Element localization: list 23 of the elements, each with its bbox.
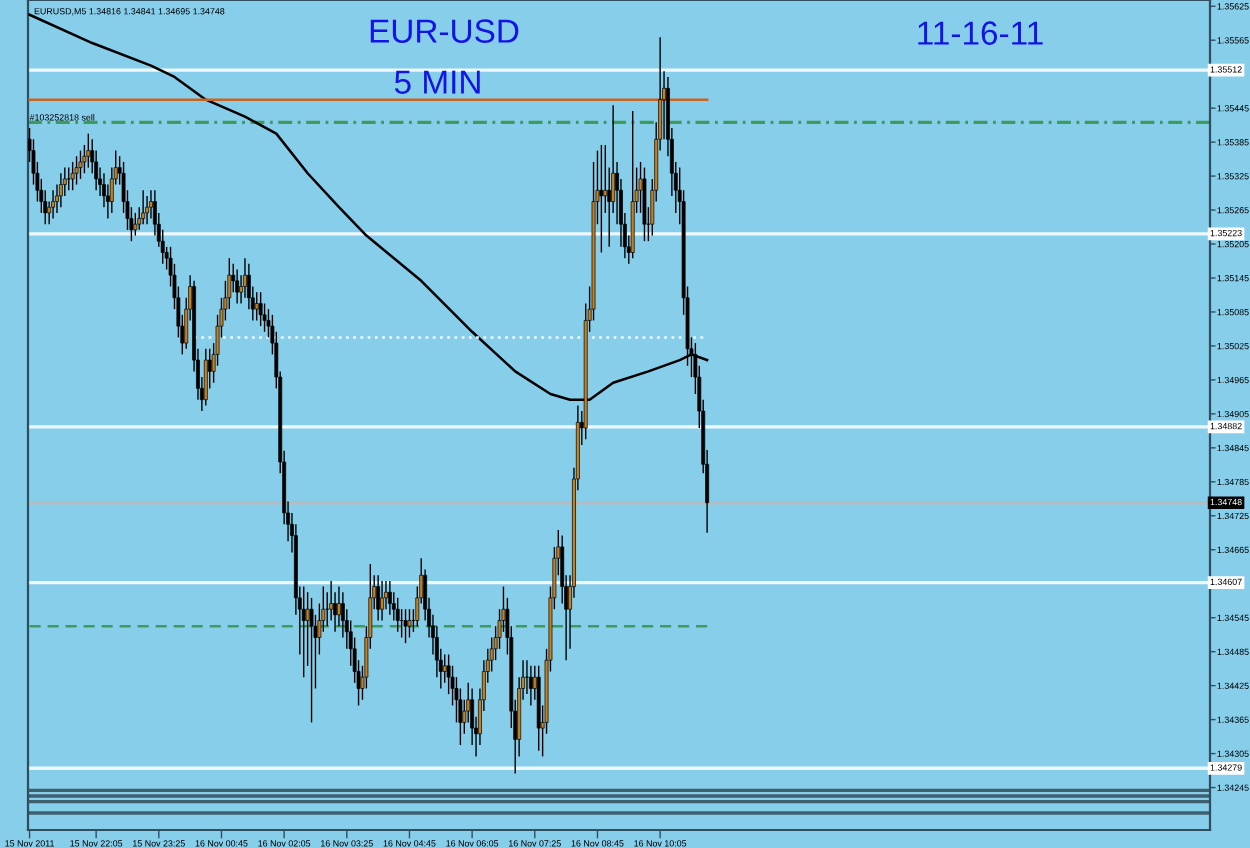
candlestick: [403, 608, 408, 644]
candlestick: [70, 161, 75, 191]
candlestick: [74, 155, 79, 186]
candlestick: [133, 212, 138, 237]
candlestick: [395, 597, 400, 633]
candlestick: [235, 268, 240, 305]
candlestick: [145, 195, 149, 225]
candlestick: [642, 166, 647, 242]
text: 5 MIN: [394, 70, 480, 94]
candlestick: [203, 348, 208, 407]
candlestick: [78, 149, 83, 180]
candlestick: [387, 580, 392, 616]
candlestick: [66, 166, 71, 191]
candlestick: [141, 189, 146, 225]
candlestick: [58, 172, 63, 208]
candlestick: [599, 144, 604, 254]
candlestick: [258, 291, 263, 327]
candlestick: [380, 580, 384, 622]
candlestick: [51, 189, 55, 220]
candlestick: [309, 597, 314, 724]
annotation: 11-16-11: [918, 21, 1043, 45]
candlestick: [86, 132, 91, 169]
chart-title: EUR-USD: [370, 19, 519, 43]
